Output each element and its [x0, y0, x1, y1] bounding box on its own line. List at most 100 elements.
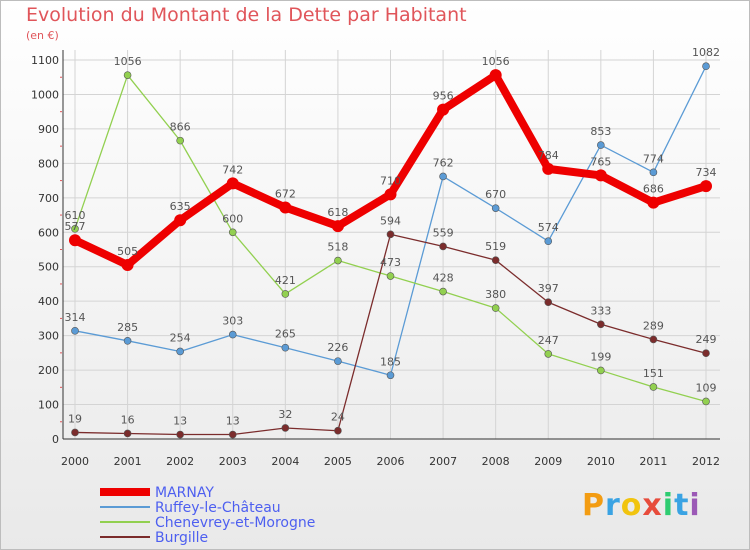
- data-point: [69, 234, 81, 247]
- proxiti-logo: Proxiti: [582, 488, 701, 523]
- data-label: 505: [117, 245, 138, 258]
- data-label: 473: [380, 256, 401, 269]
- data-label: 519: [485, 240, 506, 253]
- data-point: [386, 371, 395, 380]
- data-label: 672: [275, 187, 296, 200]
- data-label: 249: [696, 333, 717, 346]
- data-label: 421: [275, 274, 296, 287]
- data-label: 185: [380, 355, 401, 368]
- data-label: 226: [327, 341, 348, 354]
- data-label: 1056: [114, 55, 142, 68]
- data-label: 199: [590, 350, 611, 363]
- data-label: 13: [173, 415, 187, 428]
- data-label: 380: [485, 288, 506, 301]
- data-label: 574: [538, 221, 559, 234]
- data-label: 686: [643, 183, 664, 196]
- data-point: [702, 62, 710, 71]
- data-label: 16: [121, 413, 135, 426]
- y-tick-label: 200: [38, 364, 59, 377]
- data-point: [334, 426, 342, 435]
- legend-label: Chenevrey-et-Morogne: [155, 515, 315, 531]
- logo-letter: i: [689, 488, 701, 523]
- data-point: [544, 350, 553, 358]
- data-label: 618: [327, 206, 348, 219]
- y-tick-label: 0: [52, 433, 59, 446]
- data-point: [594, 169, 607, 182]
- data-point: [597, 141, 605, 149]
- data-point: [334, 256, 342, 265]
- data-label: 559: [433, 226, 454, 239]
- data-point: [281, 290, 290, 298]
- y-tick-label: 500: [38, 261, 59, 274]
- data-point: [279, 201, 292, 214]
- data-point: [226, 177, 239, 190]
- logo-letter: i: [662, 488, 675, 523]
- data-point: [542, 162, 555, 175]
- x-tick-label: 2002: [166, 455, 194, 468]
- data-point: [176, 430, 184, 439]
- data-label: 610: [65, 209, 86, 222]
- data-label: 1082: [692, 46, 720, 59]
- data-label: 24: [331, 411, 345, 424]
- x-tick-label: 2008: [482, 455, 510, 468]
- x-tick-label: 2003: [219, 455, 247, 468]
- data-label: 742: [222, 163, 243, 176]
- chart-unit-label: (en €): [26, 29, 59, 42]
- x-tick-label: 2000: [61, 455, 89, 468]
- data-point: [544, 237, 553, 246]
- data-label: 254: [170, 331, 191, 344]
- data-point: [702, 397, 710, 406]
- data-point: [489, 69, 502, 82]
- series-lines: [69, 62, 712, 439]
- data-label: 247: [538, 334, 559, 347]
- data-label: 265: [275, 328, 296, 341]
- data-label: 956: [433, 90, 454, 103]
- data-point: [228, 430, 237, 439]
- data-point: [384, 188, 397, 201]
- data-label: 635: [170, 200, 191, 213]
- data-point: [386, 272, 395, 280]
- data-point: [71, 327, 79, 335]
- data-label: 710: [380, 174, 401, 187]
- data-point: [439, 287, 447, 296]
- chart-title: Evolution du Montant de la Dette par Hab…: [26, 4, 467, 26]
- data-point: [71, 428, 79, 437]
- x-tick-label: 2007: [429, 455, 457, 468]
- x-tick-label: 2004: [271, 455, 299, 468]
- data-label: 314: [65, 311, 86, 324]
- x-tick-label: 2001: [114, 455, 142, 468]
- y-tick-label: 1100: [31, 54, 59, 67]
- data-point: [491, 304, 500, 312]
- x-tick-label: 2011: [639, 455, 667, 468]
- data-label: 600: [222, 212, 243, 225]
- data-point: [597, 366, 605, 375]
- data-point: [71, 225, 79, 233]
- data-label: 428: [433, 272, 454, 285]
- data-point: [386, 230, 395, 239]
- data-point: [176, 347, 184, 356]
- legend: MARNAYRuffey-le-ChâteauChenevrey-et-Moro…: [100, 485, 315, 546]
- data-label: 19: [68, 412, 82, 425]
- data-label: 594: [380, 214, 401, 227]
- data-label: 762: [433, 156, 454, 169]
- data-point: [121, 259, 134, 272]
- data-label: 577: [65, 220, 86, 233]
- data-label: 151: [643, 367, 664, 380]
- grid: [63, 50, 720, 440]
- data-label: 774: [643, 152, 664, 165]
- data-label: 518: [327, 241, 348, 254]
- data-label: 670: [485, 188, 506, 201]
- data-label: 333: [590, 304, 611, 317]
- legend-label: MARNAY: [155, 485, 214, 501]
- x-tick-label: 2012: [692, 455, 720, 468]
- y-tick-label: 400: [38, 295, 59, 308]
- data-point: [228, 228, 237, 237]
- data-point: [123, 429, 132, 438]
- data-point: [334, 357, 342, 365]
- logo-letter: o: [620, 488, 643, 523]
- y-tick-label: 700: [38, 192, 59, 205]
- logo-letter: x: [642, 488, 663, 523]
- data-label: 109: [696, 381, 717, 394]
- data-point: [439, 172, 447, 181]
